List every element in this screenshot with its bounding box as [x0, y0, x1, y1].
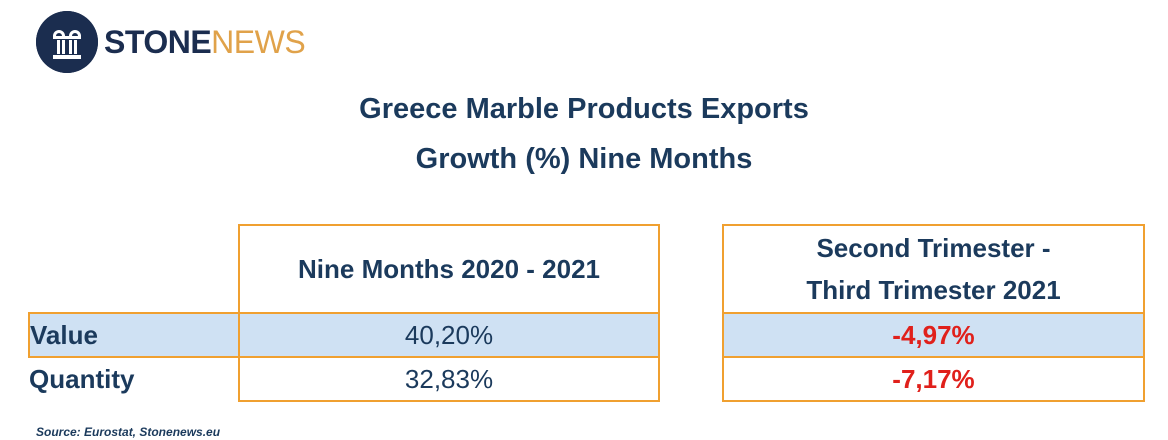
column-header-trimester-line-2: Third Trimester 2021: [806, 275, 1061, 305]
source-note: Source: Eurostat, Stonenews.eu: [36, 425, 221, 439]
cell-quantity-nine-months: 32,83%: [238, 357, 660, 402]
row-label-value: Value: [28, 312, 239, 358]
column-header-nine-months: Nine Months 2020 - 2021: [238, 224, 660, 314]
row-label-quantity: Quantity: [29, 364, 135, 394]
nine-months-table: Nine Months 2020 - 2021 Value 40,20% Qua…: [28, 224, 660, 402]
cell-quantity-trimester: -7,17%: [722, 357, 1145, 402]
logo-stone-text: STONE: [104, 24, 212, 60]
logo-wordmark: STONENEWS: [104, 24, 306, 60]
stonenews-logo: STONENEWS: [36, 11, 306, 73]
chart-title-line-2: Growth (%) Nine Months: [415, 143, 753, 175]
column-header-trimester-line-1: Second Trimester -: [816, 233, 1051, 263]
logo-news-text: NEWS: [211, 24, 306, 60]
chart-title-line-1: Greece Marble Products Exports: [359, 93, 809, 125]
cell-value-trimester: -4,97%: [722, 312, 1145, 358]
trimester-table: Second Trimester - Third Trimester 2021 …: [722, 224, 1145, 402]
table-corner-cell: [29, 225, 239, 313]
column-header-trimester: Second Trimester - Third Trimester 2021: [722, 224, 1145, 314]
column-logo-icon: [36, 11, 98, 73]
cell-value-nine-months: 40,20%: [238, 312, 660, 358]
